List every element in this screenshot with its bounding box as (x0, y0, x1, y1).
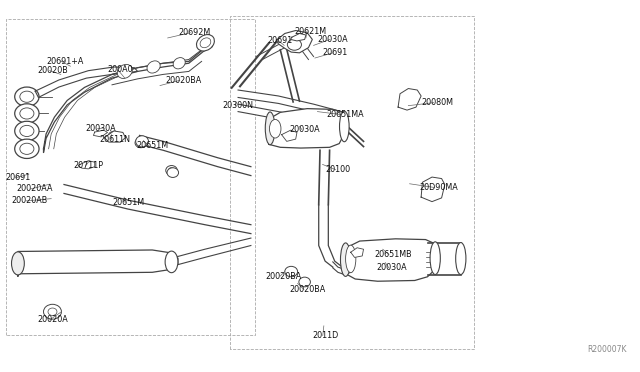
Ellipse shape (136, 136, 148, 147)
Ellipse shape (12, 252, 24, 275)
Text: 20651M: 20651M (113, 198, 145, 207)
Ellipse shape (15, 121, 39, 141)
Text: 20711P: 20711P (74, 161, 104, 170)
Ellipse shape (173, 58, 185, 69)
Text: 20020BA: 20020BA (266, 272, 302, 280)
Text: 20030A: 20030A (317, 35, 348, 44)
Ellipse shape (166, 166, 177, 175)
Ellipse shape (15, 139, 39, 158)
Polygon shape (104, 131, 125, 142)
Polygon shape (172, 238, 251, 266)
Ellipse shape (299, 277, 310, 287)
Ellipse shape (456, 243, 466, 275)
Text: 20020A: 20020A (37, 315, 68, 324)
Polygon shape (269, 109, 346, 148)
Ellipse shape (147, 61, 160, 73)
Ellipse shape (20, 125, 34, 137)
Ellipse shape (340, 243, 351, 276)
Ellipse shape (44, 304, 61, 319)
Ellipse shape (15, 87, 39, 106)
Ellipse shape (269, 119, 281, 138)
Ellipse shape (346, 245, 356, 273)
Ellipse shape (20, 143, 34, 154)
Ellipse shape (196, 35, 214, 51)
Polygon shape (291, 33, 306, 41)
Ellipse shape (135, 138, 147, 148)
Polygon shape (44, 45, 212, 153)
Text: 20020BA: 20020BA (289, 285, 326, 294)
Ellipse shape (48, 308, 57, 315)
Polygon shape (35, 67, 138, 97)
Text: 20020BA: 20020BA (165, 76, 202, 85)
Text: 20611N: 20611N (99, 135, 130, 144)
Text: R200007K: R200007K (588, 345, 627, 354)
Ellipse shape (265, 112, 275, 145)
Text: 20651M: 20651M (136, 141, 168, 150)
Ellipse shape (111, 134, 117, 139)
Ellipse shape (20, 108, 34, 119)
Polygon shape (93, 130, 108, 137)
Polygon shape (140, 135, 251, 176)
Ellipse shape (165, 251, 178, 273)
Text: 20691: 20691 (323, 48, 348, 57)
Ellipse shape (168, 167, 175, 173)
Text: 20020B: 20020B (37, 66, 68, 75)
Text: 20621M: 20621M (294, 27, 326, 36)
Polygon shape (18, 250, 178, 276)
Ellipse shape (20, 91, 34, 102)
Text: 20651MB: 20651MB (374, 250, 412, 259)
Text: 2011D: 2011D (312, 331, 339, 340)
Ellipse shape (138, 140, 144, 146)
Polygon shape (351, 248, 364, 257)
Text: 20030A: 20030A (289, 125, 320, 134)
Polygon shape (319, 205, 342, 267)
Ellipse shape (200, 38, 211, 48)
Text: 20020AA: 20020AA (16, 185, 52, 193)
Ellipse shape (287, 39, 301, 50)
Text: 20691: 20691 (5, 173, 30, 182)
Polygon shape (238, 90, 344, 120)
Ellipse shape (108, 131, 120, 141)
Polygon shape (343, 239, 436, 281)
Text: 200A0: 200A0 (108, 65, 133, 74)
Ellipse shape (117, 64, 132, 78)
Polygon shape (112, 48, 204, 85)
Ellipse shape (339, 111, 349, 142)
Text: 20651MA: 20651MA (326, 110, 364, 119)
Polygon shape (64, 185, 251, 234)
Text: 20030A: 20030A (376, 263, 407, 272)
Text: 20691+A: 20691+A (46, 57, 83, 65)
Ellipse shape (167, 168, 179, 177)
Text: 20692M: 20692M (178, 28, 210, 37)
Polygon shape (282, 130, 297, 141)
Text: 20300N: 20300N (223, 101, 253, 110)
Text: 20100: 20100 (325, 165, 350, 174)
Text: 20030A: 20030A (85, 124, 116, 133)
Text: 20080M: 20080M (421, 98, 453, 107)
Text: 20D90MA: 20D90MA (420, 183, 459, 192)
Ellipse shape (430, 242, 440, 275)
Text: 20691: 20691 (268, 36, 292, 45)
Text: 20020AB: 20020AB (12, 196, 48, 205)
Polygon shape (398, 89, 421, 110)
Polygon shape (78, 161, 95, 169)
Polygon shape (238, 104, 344, 135)
Polygon shape (276, 31, 312, 53)
Polygon shape (421, 177, 445, 202)
Ellipse shape (15, 104, 39, 123)
Ellipse shape (285, 266, 298, 277)
